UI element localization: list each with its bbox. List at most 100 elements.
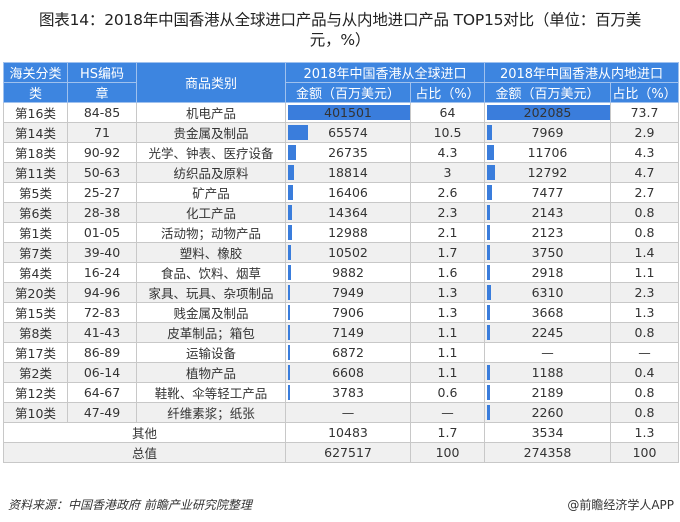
category-cell: 贱金属及制品 xyxy=(136,302,286,323)
category-cell: 贵金属及制品 xyxy=(136,122,286,143)
header-mainland-amount: 金额（百万美元） xyxy=(484,82,611,103)
customs-class-cell: 第5类 xyxy=(3,182,68,203)
mainland-share-cell: 0.8 xyxy=(610,402,679,423)
header-hs-code: HS编码 xyxy=(67,62,137,83)
global-amount-cell: 3783 xyxy=(285,382,411,403)
customs-class-cell: 第14类 xyxy=(3,122,68,143)
cell-value: — xyxy=(441,405,454,420)
cell-value: 3 xyxy=(443,165,452,180)
global-amount-cell: 10483 xyxy=(285,422,411,443)
customs-class-cell: 第20类 xyxy=(3,282,68,303)
data-bar xyxy=(487,185,492,200)
hs-code-cell: 06-14 xyxy=(67,362,137,383)
mainland-amount-cell: 274358 xyxy=(484,442,611,463)
cell-value: 0.8 xyxy=(634,405,655,420)
hs-code-cell: 71 xyxy=(67,122,137,143)
table-row: 第14类 71 贵金属及制品 65574 10.5 7969 2.9 xyxy=(3,122,679,143)
mainland-share-cell: 1.3 xyxy=(610,422,679,443)
cell-value: 3668 xyxy=(531,305,564,320)
cell-value: 2.9 xyxy=(634,125,655,140)
cell-value: 2.7 xyxy=(634,185,655,200)
cell-value: 12988 xyxy=(328,225,368,240)
global-share-cell: 2.1 xyxy=(410,222,485,243)
data-bar xyxy=(288,165,294,180)
data-bar xyxy=(288,225,292,240)
table-row: 第6类 28-38 化工产品 14364 2.3 2143 0.8 xyxy=(3,202,679,223)
mainland-amount-cell: 7477 xyxy=(484,182,611,203)
table-row: 第17类 86-89 运输设备 6872 1.1 — — xyxy=(3,342,679,363)
mainland-amount-cell: 7969 xyxy=(484,122,611,143)
category-cell: 皮革制品；箱包 xyxy=(136,322,286,343)
cell-value: 0.8 xyxy=(634,225,655,240)
header-global-share: 占比（%） xyxy=(410,82,485,103)
cell-value: 12792 xyxy=(527,165,568,180)
data-bar xyxy=(288,185,293,200)
mainland-share-cell: 2.3 xyxy=(610,282,679,303)
mainland-amount-cell: 11706 xyxy=(484,142,611,163)
header-category: 商品类别 xyxy=(136,62,286,103)
mainland-share-cell: — xyxy=(610,342,679,363)
customs-class-cell: 第18类 xyxy=(3,142,68,163)
mainland-amount-cell: 2260 xyxy=(484,402,611,423)
cell-value: 1.1 xyxy=(634,265,655,280)
mainland-amount-cell: 3668 xyxy=(484,302,611,323)
cell-value: 65574 xyxy=(328,125,368,140)
table-row: 第1类 01-05 活动物；动物产品 12988 2.1 2123 0.8 xyxy=(3,222,679,243)
cell-value: 1188 xyxy=(531,365,564,380)
hs-code-cell: 41-43 xyxy=(67,322,137,343)
table-body: 第16类 84-85 机电产品 401501 64 202085 73.7 第14类 71 贵金属… xyxy=(3,102,679,463)
table-row: 第16类 84-85 机电产品 401501 64 202085 73.7 xyxy=(3,102,679,123)
header-global-amount: 金额（百万美元） xyxy=(285,82,411,103)
global-share-cell: 1.7 xyxy=(410,242,485,263)
cell-value: 1.3 xyxy=(437,285,458,300)
table-row: 第2类 06-14 植物产品 6608 1.1 1188 0.4 xyxy=(3,362,679,383)
cell-value: 2.1 xyxy=(437,225,458,240)
cell-value: 2123 xyxy=(531,225,564,240)
global-amount-cell: 7906 xyxy=(285,302,411,323)
total-row: 总值 627517 100 274358 100 xyxy=(3,442,679,463)
title-line-2: 元，%） xyxy=(309,31,371,49)
customs-class-cell: 第16类 xyxy=(3,102,68,123)
category-cell: 运输设备 xyxy=(136,342,286,363)
cell-value: 7949 xyxy=(332,285,364,300)
cell-value: 2.3 xyxy=(437,205,458,220)
cell-value: 1.1 xyxy=(437,325,458,340)
hs-code-cell: 86-89 xyxy=(67,342,137,363)
mainland-amount-cell: — xyxy=(484,342,611,363)
global-amount-cell: 6608 xyxy=(285,362,411,383)
customs-class-cell: 第8类 xyxy=(3,322,68,343)
data-bar xyxy=(487,285,491,300)
cell-value: 7969 xyxy=(531,125,564,140)
cell-value: 1.1 xyxy=(437,345,458,360)
global-amount-cell: 16406 xyxy=(285,182,411,203)
data-bar xyxy=(288,145,297,160)
cell-value: 2.3 xyxy=(634,285,655,300)
global-share-cell: 1.1 xyxy=(410,362,485,383)
global-share-cell: 1.1 xyxy=(410,342,485,363)
cell-value: 9882 xyxy=(332,265,364,280)
header-customs-class: 海关分类 xyxy=(3,62,68,83)
table-row: 第5类 25-27 矿产品 16406 2.6 7477 2.7 xyxy=(3,182,679,203)
cell-value: 11706 xyxy=(527,145,568,160)
cell-value: 1.7 xyxy=(437,245,458,260)
source-note: 资料来源：中国香港政府 前瞻产业研究院整理 xyxy=(8,498,252,512)
global-share-cell: 3 xyxy=(410,162,485,183)
mainland-amount-cell: 2918 xyxy=(484,262,611,283)
global-amount-cell: 65574 xyxy=(285,122,411,143)
customs-class-cell: 第17类 xyxy=(3,342,68,363)
global-amount-cell: 7949 xyxy=(285,282,411,303)
global-share-cell: 100 xyxy=(410,442,485,463)
category-cell: 纺织品及原料 xyxy=(136,162,286,183)
global-share-cell: 1.6 xyxy=(410,262,485,283)
cell-value: 14364 xyxy=(328,205,368,220)
cell-value: 1.1 xyxy=(437,365,458,380)
cell-value: — xyxy=(341,405,355,420)
mainland-amount-cell: 3750 xyxy=(484,242,611,263)
global-share-cell: 1.3 xyxy=(410,302,485,323)
cell-value: 4.7 xyxy=(634,165,655,180)
other-label: 其他 xyxy=(3,422,286,443)
global-amount-cell: 18814 xyxy=(285,162,411,183)
mainland-share-cell: 0.8 xyxy=(610,202,679,223)
mainland-amount-cell: 1188 xyxy=(484,362,611,383)
data-bar xyxy=(487,305,490,320)
